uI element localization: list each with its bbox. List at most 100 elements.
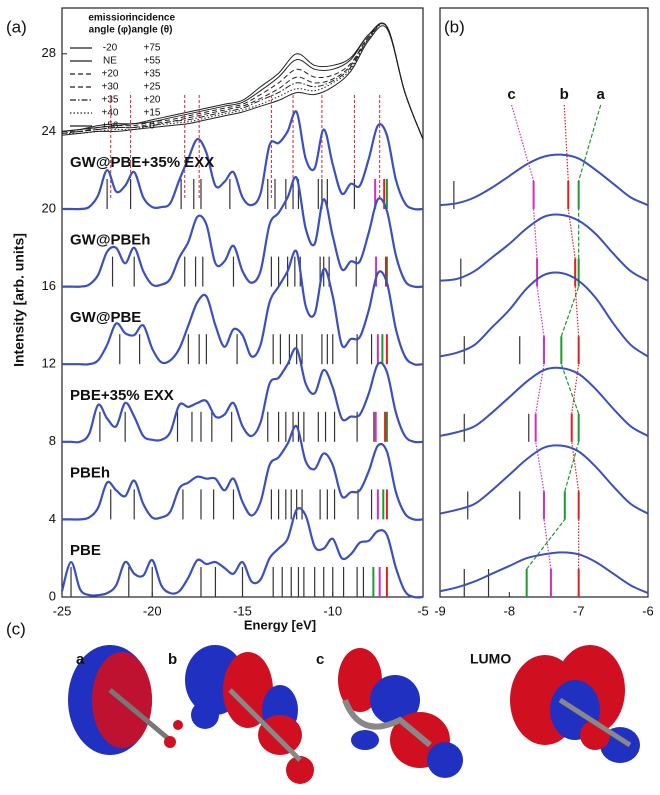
x-axis-label: Energy [eV] <box>244 617 316 632</box>
panel-b-frame <box>439 7 649 598</box>
zoom-curve <box>439 444 649 515</box>
method-curve <box>62 249 424 366</box>
orbital-connector <box>571 364 580 414</box>
orbital-connector <box>574 286 580 337</box>
experiment-line <box>61 22 424 140</box>
x-tick-label: -7 <box>573 603 585 618</box>
method-label: PBE+35% EXX <box>70 387 174 404</box>
orbital-connector <box>571 441 580 492</box>
orbital-connector <box>578 104 602 182</box>
legend-header: emission <box>88 13 131 24</box>
method-label: PBE <box>70 542 101 559</box>
experiment-line <box>61 23 424 140</box>
orbital-label: c <box>507 86 515 103</box>
atom <box>164 736 176 748</box>
x-tick-label: -25 <box>53 603 72 618</box>
legend-header: angle (θ) <box>132 25 173 36</box>
y-axis-label: Intensity [arb. units] <box>11 233 27 367</box>
y-tick-label: 0 <box>49 588 56 603</box>
y-tick-label: 12 <box>42 356 56 371</box>
orbital-images <box>68 645 640 784</box>
orbital-label: c <box>316 651 324 668</box>
bond <box>108 688 172 742</box>
orbital-label: b <box>168 651 177 668</box>
zoom-curve <box>439 213 649 282</box>
orbital-b <box>185 645 314 784</box>
lobe <box>223 652 273 728</box>
orbital-label: b <box>560 86 569 103</box>
zoom-curve <box>439 153 649 207</box>
legend-label: +20 <box>102 69 119 80</box>
y-tick-label: 16 <box>42 278 56 293</box>
zoom-curve <box>439 271 649 358</box>
legend-label: +40 <box>102 108 119 119</box>
legend-header: incidence <box>129 13 176 24</box>
legend-label: +15 <box>144 108 161 119</box>
legend-label: +75 <box>144 43 161 54</box>
method-label: GW@PBEh <box>70 232 150 249</box>
method-label: GW@PBE+35% EXX <box>70 154 214 171</box>
orbital-connector <box>563 104 569 182</box>
method-curve <box>61 347 424 444</box>
orbital-label: a <box>76 651 85 668</box>
x-tick-label: -15 <box>233 603 252 618</box>
method-label: GW@PBE <box>70 309 141 326</box>
orbital-label: LUMO <box>470 651 511 667</box>
x-tick-label: -8 <box>504 603 516 618</box>
legend-header: angle (φ) <box>89 25 132 36</box>
y-tick-label: 20 <box>42 200 56 215</box>
bond <box>342 698 432 748</box>
lobe <box>351 730 379 750</box>
method-curve <box>62 424 424 521</box>
orbital-connector <box>543 519 552 570</box>
orbital-lumo <box>510 645 640 763</box>
orbital-c <box>338 648 463 778</box>
lobe <box>258 715 302 755</box>
legend-label: +25 <box>144 82 161 93</box>
orbital-connector <box>536 286 545 337</box>
legend-label: 0 <box>149 121 155 132</box>
legend-label: NE <box>103 56 117 67</box>
method-curve <box>62 110 424 211</box>
orbital-connector <box>567 208 576 259</box>
experiment-line <box>61 23 424 140</box>
experiment-line <box>61 22 424 140</box>
experiment-line <box>61 25 424 140</box>
zoom-curve <box>439 366 649 437</box>
lobe <box>370 675 420 725</box>
y-tick-label: 4 <box>49 511 56 526</box>
bond <box>558 697 632 748</box>
orbital-a <box>68 645 183 755</box>
method-curve <box>62 175 424 289</box>
x-tick-label: -20 <box>143 603 162 618</box>
legend-label: +35 <box>102 95 119 106</box>
lobe <box>427 742 463 778</box>
x-tick-label: -5 <box>417 603 429 618</box>
legend-label: +56 <box>102 121 119 132</box>
legend-label: +35 <box>144 69 161 80</box>
y-tick-label: 8 <box>49 433 56 448</box>
orbital-connector <box>511 104 535 182</box>
lobe <box>286 756 314 784</box>
orbital-connector <box>560 286 580 337</box>
legend-label: +20 <box>144 95 161 106</box>
orbital-connector <box>535 441 545 492</box>
orbital-connector <box>560 364 580 414</box>
orbital-connector <box>533 208 538 259</box>
orbital-label: a <box>596 86 605 103</box>
panel-label: (a) <box>6 17 27 36</box>
method-curve <box>60 507 424 599</box>
zoom-curve <box>439 551 649 595</box>
legend-label: +55 <box>144 56 161 67</box>
lobe <box>191 701 219 729</box>
panel-label: (b) <box>444 17 465 36</box>
y-tick-label: 28 <box>42 45 56 60</box>
x-tick-label: -9 <box>434 603 446 618</box>
x-tick-label: -10 <box>323 603 342 618</box>
bond <box>228 688 302 762</box>
panel-label: (c) <box>6 619 26 638</box>
x-tick-label: -6 <box>642 603 654 618</box>
orbital-connector <box>535 364 545 414</box>
atom <box>173 720 183 730</box>
